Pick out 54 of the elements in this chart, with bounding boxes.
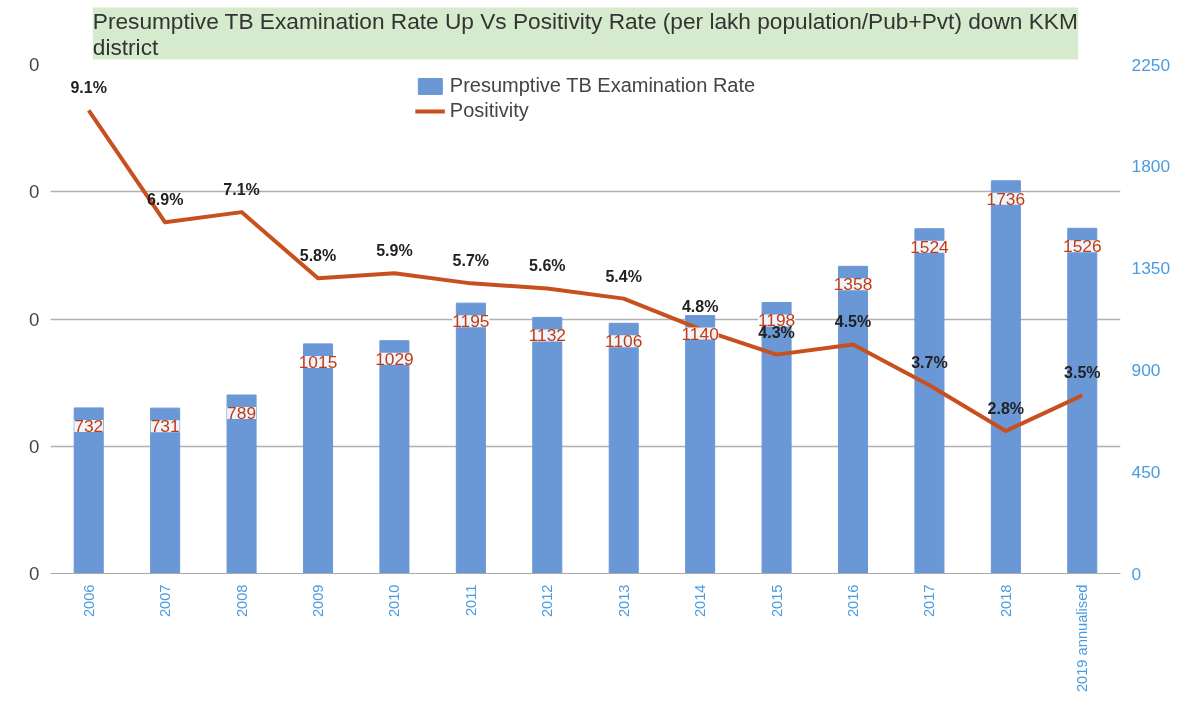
y-tick-label: 0 bbox=[29, 435, 40, 457]
data-label: 1736 bbox=[986, 188, 1026, 209]
x-tick-label: 2017 bbox=[921, 584, 938, 618]
data-label: 5.4% bbox=[605, 267, 642, 285]
chart-title: Presumptive TB Examination Rate Up Vs Positivity Rate (per lakh population/Pub+Pvt) down KKM district bbox=[92, 7, 1078, 60]
legend-label: Positivity bbox=[449, 99, 529, 122]
data-label: 5.7% bbox=[452, 252, 490, 270]
data-label: 4.8% bbox=[681, 298, 719, 316]
x-tick-label: 2006 bbox=[80, 584, 97, 618]
x-tick-label: 2012 bbox=[539, 584, 556, 618]
x-tick-label: 2010 bbox=[386, 584, 403, 618]
data-label: 1015 bbox=[298, 351, 338, 372]
x-tick-label: 2016 bbox=[845, 584, 861, 618]
x-tick-label: 2019 annualised bbox=[1074, 584, 1091, 693]
data-label: 7.1% bbox=[223, 181, 260, 199]
data-label: 732 bbox=[74, 415, 104, 436]
bar bbox=[532, 316, 563, 574]
y2-tick-label: 0 bbox=[1131, 563, 1142, 584]
bar bbox=[226, 394, 257, 574]
data-label: 1106 bbox=[605, 331, 643, 352]
y-tick-label: 0 bbox=[29, 308, 40, 330]
y2-tick-label: 2250 bbox=[1131, 54, 1171, 75]
data-label: 1195 bbox=[452, 311, 490, 332]
x-tick-label: 2018 bbox=[997, 584, 1014, 618]
data-label: 9.1% bbox=[70, 79, 107, 97]
y2-tick-label: 1800 bbox=[1131, 156, 1171, 177]
x-tick-label: 2014 bbox=[692, 584, 709, 618]
y2-tick-label: 450 bbox=[1131, 461, 1161, 482]
data-label: 1140 bbox=[681, 323, 719, 344]
y-tick-label: 0 bbox=[29, 181, 40, 203]
data-label: 5.9% bbox=[376, 242, 413, 260]
y-tick-label: 0 bbox=[29, 563, 40, 584]
y2-tick-label: 1350 bbox=[1131, 258, 1171, 279]
data-label: 789 bbox=[227, 403, 257, 424]
data-label: 1358 bbox=[833, 274, 873, 295]
data-label: 4.5% bbox=[834, 313, 872, 331]
bar bbox=[150, 407, 181, 574]
y-tick-label: 0 bbox=[29, 54, 40, 75]
data-label: 1526 bbox=[1063, 236, 1102, 257]
y2-tick-label: 900 bbox=[1131, 359, 1161, 380]
x-tick-label: 2008 bbox=[233, 584, 250, 618]
bar bbox=[73, 407, 104, 574]
data-label: 1132 bbox=[528, 325, 566, 346]
data-label: 5.6% bbox=[529, 257, 566, 275]
x-tick-label: 2013 bbox=[615, 584, 632, 618]
data-label: 1029 bbox=[375, 348, 414, 369]
data-label: 731 bbox=[150, 416, 180, 437]
x-tick-label: 2007 bbox=[157, 584, 174, 618]
x-tick-label: 2009 bbox=[310, 584, 326, 618]
data-label: 1524 bbox=[910, 236, 950, 257]
x-tick-label: 2015 bbox=[768, 584, 785, 618]
data-label: 5.8% bbox=[299, 247, 337, 265]
legend-label: Presumptive TB Examination Rate bbox=[449, 74, 756, 97]
x-tick-label: 2011 bbox=[462, 584, 479, 617]
